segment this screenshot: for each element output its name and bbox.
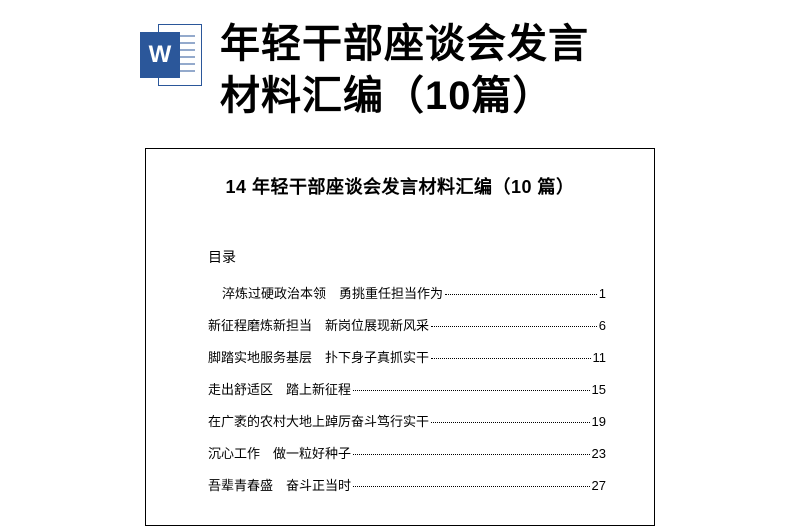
word-icon-letter: W: [140, 32, 180, 78]
toc-item-text: 吾辈青春盛 奋斗正当时: [208, 475, 351, 494]
toc-item: 沉心工作 做一粒好种子 23: [194, 443, 606, 462]
toc-dots: [431, 422, 590, 423]
toc-dots: [431, 326, 597, 327]
toc-item-text: 新征程磨炼新担当 新岗位展现新风采: [208, 315, 429, 334]
toc-dots: [445, 294, 597, 295]
main-title: 年轻干部座谈会发言 材料汇编（10篇）: [220, 18, 589, 122]
toc-list: 淬炼过硬政治本领 勇挑重任担当作为 1 新征程磨炼新担当 新岗位展现新风采 6 …: [194, 283, 606, 494]
title-line-2: 材料汇编（10篇）: [220, 70, 589, 122]
toc-item-text: 走出舒适区 踏上新征程: [208, 379, 351, 398]
toc-item-page: 6: [599, 318, 606, 333]
toc-dots: [431, 358, 590, 359]
toc-label: 目录: [194, 247, 606, 267]
toc-item: 吾辈青春盛 奋斗正当时 27: [194, 475, 606, 494]
toc-item: 脚踏实地服务基层 扑下身子真抓实干 11: [194, 347, 606, 366]
document-title: 14 年轻干部座谈会发言材料汇编（10 篇）: [194, 173, 606, 199]
toc-item-page: 23: [592, 446, 606, 461]
toc-item: 淬炼过硬政治本领 勇挑重任担当作为 1: [194, 283, 606, 302]
toc-item-text: 沉心工作 做一粒好种子: [208, 443, 351, 462]
toc-dots: [353, 390, 590, 391]
title-line-1: 年轻干部座谈会发言: [220, 18, 589, 70]
toc-item: 新征程磨炼新担当 新岗位展现新风采 6: [194, 315, 606, 334]
toc-item-text: 淬炼过硬政治本领 勇挑重任担当作为: [222, 283, 443, 302]
toc-dots: [353, 454, 590, 455]
toc-item-page: 19: [592, 414, 606, 429]
toc-item: 走出舒适区 踏上新征程 15: [194, 379, 606, 398]
header: W 年轻干部座谈会发言 材料汇编（10篇）: [0, 0, 800, 122]
toc-item: 在广袤的农村大地上踔厉奋斗笃行实干 19: [194, 411, 606, 430]
toc-item-text: 在广袤的农村大地上踔厉奋斗笃行实干: [208, 411, 429, 430]
document-preview: 14 年轻干部座谈会发言材料汇编（10 篇） 目录 淬炼过硬政治本领 勇挑重任担…: [145, 148, 655, 526]
toc-dots: [353, 486, 590, 487]
toc-item-text: 脚踏实地服务基层 扑下身子真抓实干: [208, 347, 429, 366]
word-file-icon: W: [140, 24, 202, 86]
toc-item-page: 15: [592, 382, 606, 397]
toc-item-page: 27: [592, 478, 606, 493]
toc-item-page: 1: [599, 286, 606, 301]
toc-item-page: 11: [593, 350, 607, 365]
